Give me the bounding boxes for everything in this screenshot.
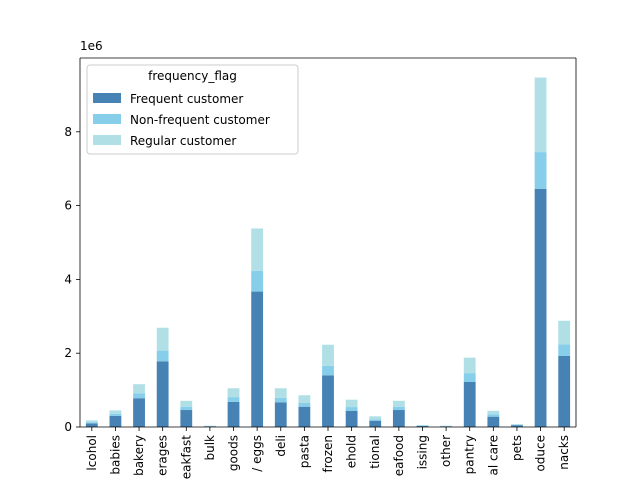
bar-babies-series-2	[109, 410, 122, 414]
x-tick-label: deli	[274, 435, 288, 457]
legend: frequency_flag Frequent customer Non-frequ…	[86, 64, 299, 155]
bar-beverages-series-2	[156, 327, 169, 351]
bar-deli-series-0	[274, 402, 287, 427]
bar-alcohol-series-1	[85, 422, 98, 424]
legend-frame	[86, 64, 299, 155]
legend-entry: Frequent customer	[130, 92, 243, 106]
bar-alcohol-series-0	[85, 423, 98, 427]
bar-breakfast-series-2	[180, 400, 193, 407]
bar-snacks-series-2	[558, 320, 571, 345]
bar-canned-goods-series-2	[227, 388, 240, 398]
x-tick-label: eakfast	[179, 435, 193, 480]
bar-household-series-0	[345, 410, 358, 427]
x-tick-label: bakery	[132, 435, 146, 476]
bar-pasta-series-2	[298, 395, 311, 404]
x-tick-label: pets	[510, 435, 524, 461]
bar-pantry-series-2	[463, 357, 476, 374]
bar-international-series-1	[369, 419, 382, 421]
bar-missing-series-2	[416, 425, 429, 426]
y-tick-label: 0	[64, 420, 72, 434]
bar-canned-goods-series-0	[227, 401, 240, 427]
bar-produce-series-0	[534, 189, 547, 427]
x-tick-label: other	[439, 435, 453, 467]
bar-meat-seafood-series-0	[392, 410, 405, 427]
x-tick-label: goods	[227, 435, 241, 471]
bar-snacks-series-1	[558, 344, 571, 356]
bar-frozen-series-2	[322, 344, 334, 366]
bar-dairy-eggs-series-0	[251, 291, 264, 427]
bar-beverages-series-0	[156, 361, 169, 427]
x-tick-label: al care	[486, 435, 500, 476]
x-tick-label: / eggs	[250, 435, 264, 472]
bar-dairy-eggs-series-1	[251, 270, 264, 292]
bar-produce-series-2	[534, 77, 547, 153]
bar-deli-series-2	[274, 388, 287, 398]
x-tick-label: issing	[415, 435, 429, 469]
bar-household-series-1	[345, 407, 358, 411]
bar-frozen-series-1	[322, 365, 334, 376]
y-tick-label: 8	[64, 125, 72, 139]
x-tick-label: pantry	[463, 435, 477, 474]
bar-produce-series-1	[534, 152, 547, 189]
y-tick-label: 4	[64, 272, 72, 286]
bar-deli-series-1	[274, 397, 287, 403]
legend-swatch	[93, 93, 121, 103]
legend-entry: Non-frequent customer	[130, 113, 270, 127]
bar-pantry-series-1	[463, 373, 476, 382]
bar-household-series-2	[345, 399, 358, 408]
bar-pets-series-0	[511, 425, 523, 427]
x-tick-label: lcohol	[85, 435, 99, 471]
bar-dairy-eggs-series-2	[251, 228, 264, 271]
bar-snacks-series-0	[558, 355, 571, 427]
y-tick-label: 2	[64, 346, 72, 360]
x-tick-label: tional	[368, 435, 382, 469]
axes-group: 0 2 4 6 8 1e6 lcohol babies bakery erages eakfast b…	[64, 39, 577, 480]
bar-international-series-2	[369, 416, 382, 420]
legend-swatch	[93, 135, 121, 145]
bar-pantry-series-0	[463, 381, 476, 427]
legend-entry: Regular customer	[130, 134, 236, 148]
bar-pasta-series-0	[298, 406, 311, 427]
x-tick-label: ehold	[345, 435, 359, 468]
x-tick-label: pasta	[297, 435, 311, 468]
legend-swatch	[93, 114, 121, 124]
bar-personal-care-series-2	[487, 410, 500, 415]
bar-babies-series-0	[109, 415, 122, 427]
bar-pets-series-2	[511, 424, 523, 425]
y-tick-label: 6	[64, 199, 72, 213]
bar-personal-care-series-1	[487, 414, 500, 417]
bar-meat-seafood-series-1	[392, 406, 405, 411]
x-tick-label: frozen	[321, 435, 335, 473]
bar-breakfast-series-0	[180, 410, 193, 427]
x-tick-label: bulk	[203, 435, 217, 461]
x-tick-label: erages	[156, 435, 170, 476]
bar-alcohol-series-2	[85, 420, 98, 423]
bar-babies-series-1	[109, 413, 122, 416]
legend-title: frequency_flag	[148, 69, 237, 83]
bar-bakery-series-2	[133, 384, 145, 394]
y-offset-label: 1e6	[80, 39, 103, 53]
x-tick-label: oduce	[534, 435, 548, 472]
bar-missing-series-0	[416, 425, 429, 427]
x-tick-label: babies	[108, 435, 122, 475]
bar-meat-seafood-series-2	[392, 400, 405, 407]
x-tick-label: eafood	[392, 435, 406, 476]
bar-international-series-0	[369, 420, 382, 427]
bar-breakfast-series-1	[180, 406, 193, 411]
bar-beverages-series-1	[156, 350, 169, 362]
bar-pasta-series-1	[298, 403, 311, 407]
bar-bakery-series-1	[133, 393, 145, 399]
bar-canned-goods-series-1	[227, 397, 240, 402]
bar-bakery-series-0	[133, 398, 145, 427]
bar-frozen-series-0	[322, 375, 334, 427]
x-tick-label: nacks	[557, 435, 571, 470]
bar-personal-care-series-0	[487, 416, 500, 427]
bars-group	[85, 77, 571, 427]
